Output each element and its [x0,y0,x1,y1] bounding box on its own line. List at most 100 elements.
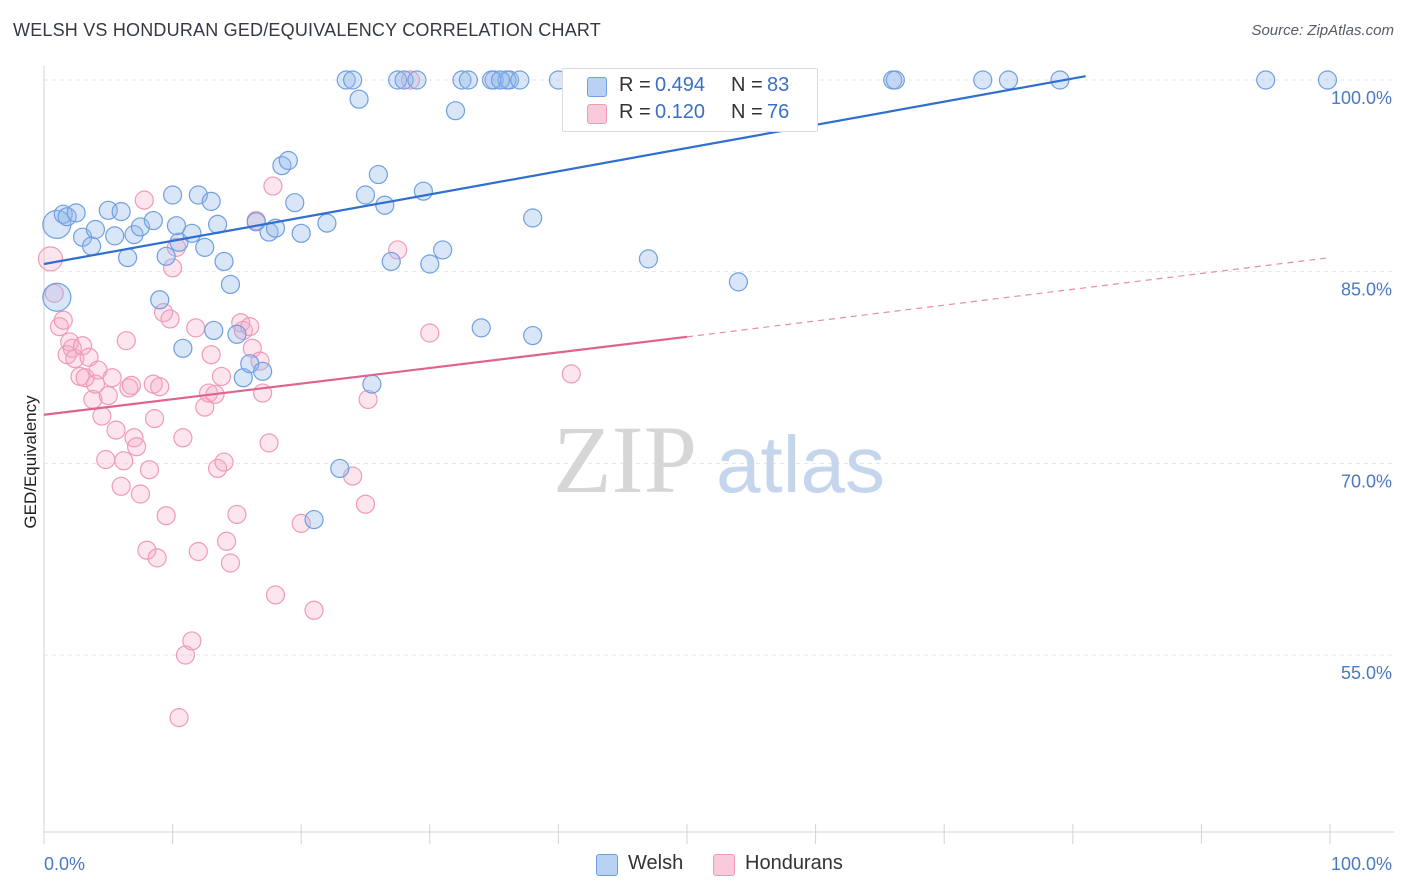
welsh-point [204,320,224,341]
watermark: ZIP atlas [553,406,885,513]
welsh-point [195,237,215,257]
hondurans-point [114,451,134,471]
hondurans-point [44,283,64,303]
y-tick-label: 55.0% [1341,663,1392,683]
hondurans-point [169,708,189,728]
hondurans-point [98,386,118,406]
hondurans-point [53,310,73,330]
welsh-point [1317,70,1338,90]
welsh-point [336,70,356,90]
welsh-point [117,248,138,268]
welsh-point [452,70,472,90]
hondurans-point [96,449,116,470]
welsh-point [445,101,466,121]
welsh-point [166,216,187,236]
y-tick-label: 85.0% [1341,280,1392,300]
welsh-point [407,70,427,90]
hondurans-point [220,553,241,573]
hondurans-point [72,336,93,356]
hondurans-point [175,645,196,665]
welsh-point [523,208,543,228]
welsh-point [278,150,298,171]
welsh-point [111,202,131,222]
y-axis-label: GED/Equivalency [21,395,40,529]
welsh-point [728,272,749,292]
welsh-point [214,251,234,272]
welsh-point [227,324,247,344]
welsh-point [375,195,395,215]
hondurans-point [214,452,234,472]
welsh-r-label: R = [619,74,651,96]
welsh-point [420,254,440,274]
welsh-point [272,156,292,176]
source-credit: Source: ZipAtlas.com [1251,22,1394,39]
hondurans-trend-line [43,335,688,416]
welsh-point [81,236,102,256]
hondurans-point [137,540,157,560]
welsh-point [285,193,305,213]
welsh-n-value: 83 [767,74,790,96]
welsh-point [291,223,311,243]
welsh-point [173,338,193,358]
welsh-point [362,374,382,394]
hondurans-legend-swatch [713,854,735,876]
welsh-point [471,318,491,338]
hondurans-point [85,374,106,394]
welsh-point [349,89,369,109]
welsh-point [885,70,905,90]
hondurans-point [156,506,176,526]
hondurans-trend-extension [686,257,1331,338]
welsh-swatch [587,77,607,97]
welsh-point [66,203,86,223]
hondurans-point [126,437,147,457]
hondurans-point [291,513,311,533]
welsh-point [42,282,72,312]
welsh-point [317,213,337,233]
hondurans-point [355,494,376,514]
welsh-point [368,164,388,185]
tick-labels: 100.0% 85.0% 70.0% 55.0% 0.0% 100.0% [44,88,1392,874]
welsh-point [85,219,106,240]
hondurans-r-label: R = [619,101,651,123]
welsh-legend-swatch [596,854,618,876]
welsh-point [253,361,273,381]
hondurans-point [259,433,279,453]
watermark-atlas: atlas [716,420,885,509]
welsh-points [42,70,1338,530]
hondurans-point [106,420,126,440]
welsh-point [220,274,241,295]
hondurans-n-value: 76 [767,101,790,123]
hondurans-point [119,378,139,398]
hondurans-point [163,258,183,278]
hondurans-point [139,460,160,480]
hondurans-point [201,345,221,365]
watermark-zip: ZIP [553,406,697,513]
hondurans-point [265,585,286,605]
hondurans-point [263,176,283,196]
welsh-legend-label: Welsh [628,852,684,874]
hondurans-point [186,318,206,338]
hondurans-point [211,366,232,387]
hondurans-swatch [587,104,607,124]
hondurans-point [147,548,167,568]
hondurans-point [217,531,237,551]
welsh-point [233,368,253,388]
hondurans-point [173,428,193,448]
welsh-point [163,185,183,205]
axes [43,66,1394,844]
welsh-point [973,70,993,90]
welsh-point [304,509,324,530]
welsh-point [124,225,144,245]
hondurans-point [111,476,131,496]
hondurans-point [37,246,64,272]
welsh-point [1256,70,1276,90]
welsh-n-label: N = [731,74,763,96]
hondurans-point [358,389,378,410]
hondurans-point [150,377,170,397]
hondurans-point [116,331,136,351]
hondurans-point [92,406,112,426]
welsh-point [998,70,1019,90]
welsh-point [381,251,401,272]
hondurans-point [182,631,202,651]
